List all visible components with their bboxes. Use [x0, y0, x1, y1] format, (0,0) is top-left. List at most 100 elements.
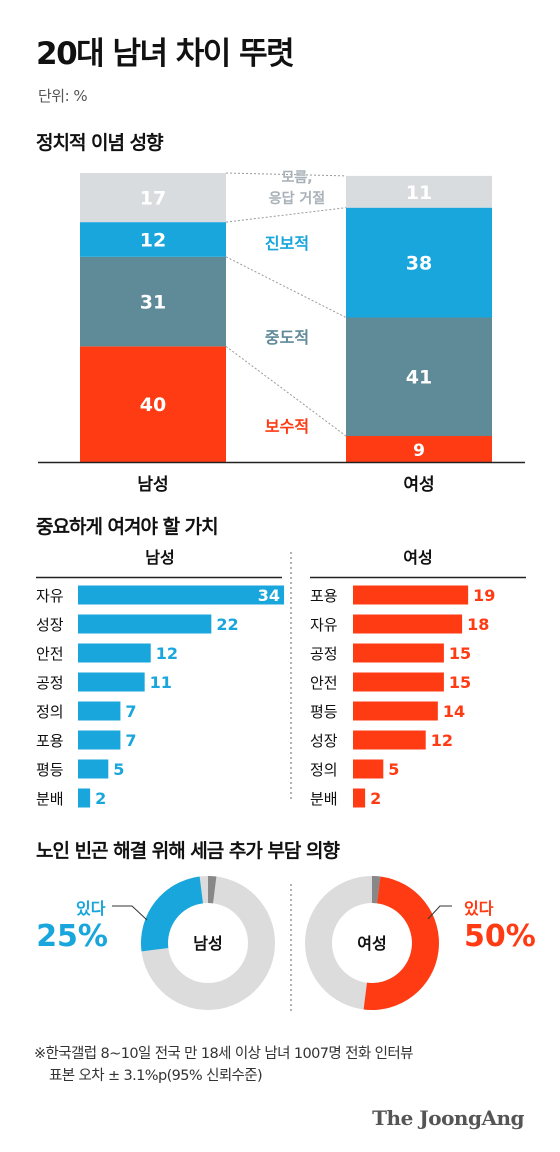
value-bar	[353, 585, 469, 605]
callout-value: 25%	[36, 919, 108, 954]
bar-value-label: 5	[113, 760, 124, 779]
tax-section-title: 노인 빈곤 해결 위해 세금 추가 부담 의향	[36, 840, 340, 862]
bar-category-label: 안전	[36, 645, 64, 663]
bar-value-label: 2	[95, 789, 106, 808]
ideology-section-title: 정치적 이념 성향	[36, 132, 164, 154]
connector-line	[225, 345, 347, 437]
series-label: 응답 거절	[269, 190, 325, 207]
bar-value-label: 11	[150, 673, 172, 692]
stack-segment-male-1	[80, 256, 226, 347]
value-bar	[78, 730, 121, 750]
value-bar	[78, 643, 151, 663]
bar-category-label: 분배	[36, 790, 64, 808]
values-section-title: 중요하게 여겨야 할 가치	[36, 516, 219, 538]
footnote-line2: 표본 오차 ± 3.1%p(95% 신뢰수준)	[49, 1068, 263, 1084]
bar-value-label: 34	[258, 586, 280, 605]
stack-segment-female-2	[346, 207, 492, 318]
footnote: ※한국갤럽 8~10일 전국 만 18세 이상 남녀 1007명 전화 인터뷰 …	[34, 1043, 413, 1087]
bar-value-label: 12	[156, 644, 178, 663]
unit-label: 단위: %	[38, 87, 88, 105]
ideology-stacked-chart: 40 31 12 17 9 41 38 11 남성 여성 보수적 중도적 진보적 모름, 응답 거절	[38, 170, 525, 495]
stack-segment-male-2	[80, 222, 226, 257]
stack-segment-female-3	[346, 175, 492, 208]
donut-unknown-slice	[208, 876, 217, 904]
donut-unknown-slice	[372, 876, 381, 904]
value-bar	[78, 701, 121, 721]
callout-line	[112, 905, 148, 921]
stack-segment-male-0	[80, 346, 226, 462]
series-label: 보수적	[265, 417, 309, 436]
bar-value-label: 12	[431, 731, 453, 750]
page-title: 20대 남녀 차이 뚜렷	[36, 36, 295, 72]
value-bar	[353, 614, 463, 634]
donut-center-label: 여성	[357, 934, 386, 953]
publisher-logo: The JoongAng	[372, 1106, 524, 1130]
bar-value-label: 19	[473, 586, 495, 605]
stack-value-label: 9	[413, 441, 425, 461]
bar-value-label: 7	[125, 731, 136, 750]
value-bar	[353, 701, 438, 721]
bar-category-label: 정의	[36, 703, 64, 721]
donut-highlight-slice	[363, 876, 439, 1010]
stack-value-label: 11	[406, 182, 432, 204]
bar-category-label: 성장	[36, 616, 64, 634]
value-bar	[353, 643, 444, 663]
bar-category-label: 공정	[36, 674, 64, 692]
series-label: 중도적	[265, 328, 309, 347]
bar-value-label: 22	[216, 615, 238, 634]
category-label: 여성	[403, 475, 434, 495]
value-bar	[78, 585, 285, 605]
bar-category-label: 평등	[310, 703, 338, 721]
bar-value-label: 5	[388, 760, 399, 779]
value-bar	[353, 759, 384, 779]
bar-value-label: 15	[449, 644, 471, 663]
bar-category-label: 포용	[310, 587, 338, 605]
stack-segment-male-3	[80, 173, 226, 223]
value-bar	[353, 788, 366, 808]
category-label: 남성	[137, 475, 168, 495]
value-bar	[78, 614, 212, 634]
bar-value-label: 7	[125, 702, 136, 721]
value-bar	[78, 788, 91, 808]
series-label: 모름,	[281, 170, 312, 186]
bar-category-label: 분배	[310, 790, 338, 808]
connector-line	[225, 256, 347, 318]
stack-value-label: 31	[140, 292, 166, 314]
donut-highlight-slice	[141, 876, 203, 952]
bar-category-label: 평등	[36, 761, 64, 779]
callout-value: 50%	[464, 919, 536, 954]
stack-value-label: 12	[140, 229, 166, 251]
bar-value-label: 14	[443, 702, 465, 721]
callout-line	[427, 905, 452, 920]
stack-value-label: 17	[140, 188, 166, 210]
bar-value-label: 18	[467, 615, 489, 634]
callout-label: 있다	[464, 899, 494, 918]
value-bar	[353, 730, 426, 750]
footnote-line1: ※한국갤럽 8~10일 전국 만 18세 이상 남녀 1007명 전화 인터뷰	[34, 1046, 413, 1062]
bar-category-label: 공정	[310, 645, 338, 663]
donut-center-label: 남성	[193, 934, 222, 953]
bar-category-label: 정의	[310, 761, 338, 779]
panel-header: 여성	[403, 548, 432, 567]
bar-category-label: 포용	[36, 732, 64, 750]
bar-category-label: 자유	[310, 616, 338, 634]
stack-segment-female-0	[346, 435, 492, 462]
value-bar	[78, 672, 145, 692]
connector-line	[225, 207, 347, 223]
series-label: 진보적	[265, 234, 309, 253]
value-bar	[353, 672, 444, 692]
bar-category-label: 자유	[36, 587, 64, 605]
stack-segment-female-1	[346, 317, 492, 436]
panel-header: 남성	[145, 548, 174, 567]
connector-line	[225, 172, 347, 177]
value-bar	[78, 759, 109, 779]
bar-value-label: 15	[449, 673, 471, 692]
bar-category-label: 안전	[310, 674, 338, 692]
bar-category-label: 성장	[310, 732, 338, 750]
callout-label: 있다	[76, 899, 106, 918]
stack-value-label: 40	[140, 394, 166, 416]
bar-value-label: 2	[370, 789, 381, 808]
stack-value-label: 41	[406, 367, 432, 389]
